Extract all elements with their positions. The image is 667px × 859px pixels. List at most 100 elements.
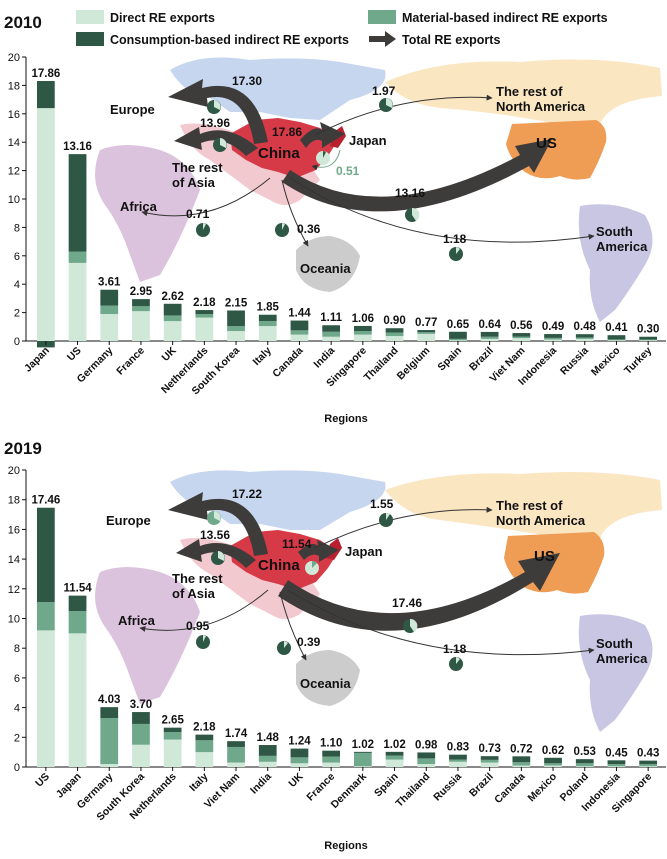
legend-label-total: Total RE exports <box>402 33 500 47</box>
label-china-2010: China <box>258 145 300 162</box>
bar-consumption-japan-2010 <box>36 80 55 109</box>
bar-consumption-germany-2010 <box>100 289 119 306</box>
x-tick-label-us-2010: US <box>65 345 84 364</box>
bar-consumption-us-2019 <box>36 507 55 603</box>
x-tick-label-belgium-2010: Belgium <box>395 345 433 383</box>
y-tick-label: 16 <box>8 524 20 536</box>
x-tick-label-russia-2010: Russia <box>558 345 591 378</box>
bar-direct-singapore-2019 <box>639 766 658 767</box>
bar-material-belgium-2010 <box>417 332 436 334</box>
flow-value-rest-na-2010: 1.97 <box>372 84 396 98</box>
x-tick-label-italy-2019: Italy <box>187 771 210 794</box>
value-label-singapore-2019: 0.43 <box>637 748 659 760</box>
bar-material-india-2010 <box>322 331 341 337</box>
x-tick-label-us-2019: US <box>33 771 52 790</box>
value-label-denmark-2019: 1.02 <box>352 739 374 751</box>
bar-material-france-2010 <box>132 306 150 312</box>
bar-direct-belgium-2010 <box>417 333 436 341</box>
bar-direct-brazil-2019 <box>480 762 499 767</box>
legend-swatch-consumption <box>76 32 104 46</box>
value-label-singapore-2010: 1.06 <box>352 313 374 325</box>
bar-direct-italy-2010 <box>258 326 277 341</box>
bar-direct-japan-2019 <box>68 633 87 767</box>
value-label-us-2010: 13.16 <box>63 141 92 153</box>
value-label-spain-2019: 1.02 <box>383 739 405 751</box>
y-tick-label: 18 <box>8 495 20 507</box>
value-label-indonesia-2019: 0.45 <box>605 747 628 759</box>
legend-label-material: Material-based indirect RE exports <box>402 11 608 25</box>
bar-material-singapore-2019 <box>639 764 658 767</box>
bar-consumption-brazil-2010 <box>480 331 499 337</box>
flow-arrow-rest-asia-2019 <box>176 539 256 568</box>
x-tick-label-france-2010: France <box>114 345 147 378</box>
bar-consumption-canada-2010 <box>290 320 309 331</box>
map-africa-2019 <box>95 567 200 704</box>
label-rest-na-2010: The rest of North America <box>496 84 586 114</box>
label-us-2019: US <box>534 548 555 565</box>
y-tick-label: 10 <box>8 614 20 626</box>
map-europe-2019 <box>170 470 386 530</box>
map-europe-2010 <box>170 57 386 120</box>
bar-consumption-us-2010 <box>68 154 87 252</box>
bar-consumption-russia-2019 <box>449 754 467 760</box>
bar-material-italy-2010 <box>258 321 277 327</box>
value-label-us-2019: 17.46 <box>31 495 60 507</box>
bar-direct-indonesia-2019 <box>607 766 626 767</box>
bar-direct-france-2010 <box>132 311 150 341</box>
x-tick-label-india-2019: India <box>248 771 274 797</box>
y-tick-label: 12 <box>8 584 20 596</box>
x-tick-label-mexico-2010: Mexico <box>589 345 623 379</box>
map-labels-2019: Europe The rest of Asia China Japan The r… <box>106 487 648 691</box>
y-ticks-2010: 0 2 4 6 8 10 12 14 16 18 20 <box>8 52 26 348</box>
x-axis-title-2010: Regions <box>324 413 367 425</box>
bars-2010: 17.86 13.16 3.61 2.95 2.62 2.18 2.15 1.85 1.44 1.… <box>31 68 659 348</box>
legend-swatch-direct <box>76 10 104 24</box>
bar-consumption-south-korea-2019 <box>132 712 150 724</box>
panel-2019: Europe The rest of Asia China Japan The r… <box>4 439 666 852</box>
x-tick-label-viet-nam-2019: Viet Nam <box>202 771 242 811</box>
bar-consumption-netherlands-2019 <box>163 727 182 733</box>
bar-direct-india-2019 <box>258 761 277 767</box>
y-tick-label: 8 <box>14 222 20 234</box>
bar-material-france-2019 <box>322 756 341 763</box>
flow-value-japan-2010: 17.86 <box>272 125 302 139</box>
map-oceania-2019 <box>296 650 360 706</box>
flow-line-rest-na-2010 <box>314 94 493 136</box>
bar-direct-us-2010 <box>68 262 87 341</box>
label-south-america-2019-line2: America <box>596 651 648 666</box>
bar-direct-turkey-2010 <box>639 340 658 341</box>
bar-material-us-2019 <box>36 602 55 631</box>
flow-arrow-us-2019 <box>278 553 560 631</box>
y-tick-label: 8 <box>14 643 20 655</box>
y-ticks-2019: 0 2 4 6 8 10 12 14 16 18 20 <box>8 465 26 774</box>
flow-value-rest-asia-2019: 13.56 <box>200 528 230 542</box>
pie-rest-asia-2010 <box>213 138 227 152</box>
bar-consumption-thailand-2019 <box>417 752 436 759</box>
x-tick-label-japan-2010: Japan <box>22 345 52 375</box>
y-tick-label: 16 <box>8 109 20 121</box>
x-tick-label-canada-2019: Canada <box>492 771 527 806</box>
value-label-mexico-2019: 0.62 <box>542 745 564 757</box>
bar-direct-uk-2010 <box>163 321 182 341</box>
flows-2019 <box>139 492 595 661</box>
bar-material-singapore-2010 <box>353 331 372 335</box>
value-label-viet-nam-2019: 1.74 <box>225 728 248 740</box>
bar-direct-thailand-2019 <box>417 764 436 767</box>
x-tick-label-mexico-2019: Mexico <box>526 771 560 805</box>
map-south-america-2019 <box>578 614 653 732</box>
x-tick-label-denmark-2019: Denmark <box>329 771 369 811</box>
bar-consumption-denmark-2019 <box>353 751 372 753</box>
bar-direct-uk-2019 <box>290 763 309 767</box>
flow-value-south-america-2019: 1.18 <box>443 642 467 656</box>
bar-consumption-canada-2019 <box>512 756 531 763</box>
bar-consumption-india-2019 <box>258 745 277 756</box>
value-label-india-2010: 1.11 <box>320 312 342 324</box>
bar-consumption-france-2010 <box>132 299 150 307</box>
bar-material-canada-2019 <box>512 762 531 766</box>
bar-consumption-netherlands-2010 <box>195 310 214 315</box>
bar-consumption-turkey-2010 <box>639 336 658 340</box>
bar-material-south-korea-2010 <box>227 326 245 332</box>
flows-2010 <box>141 79 595 247</box>
pie-oceania-2019 <box>277 641 291 655</box>
